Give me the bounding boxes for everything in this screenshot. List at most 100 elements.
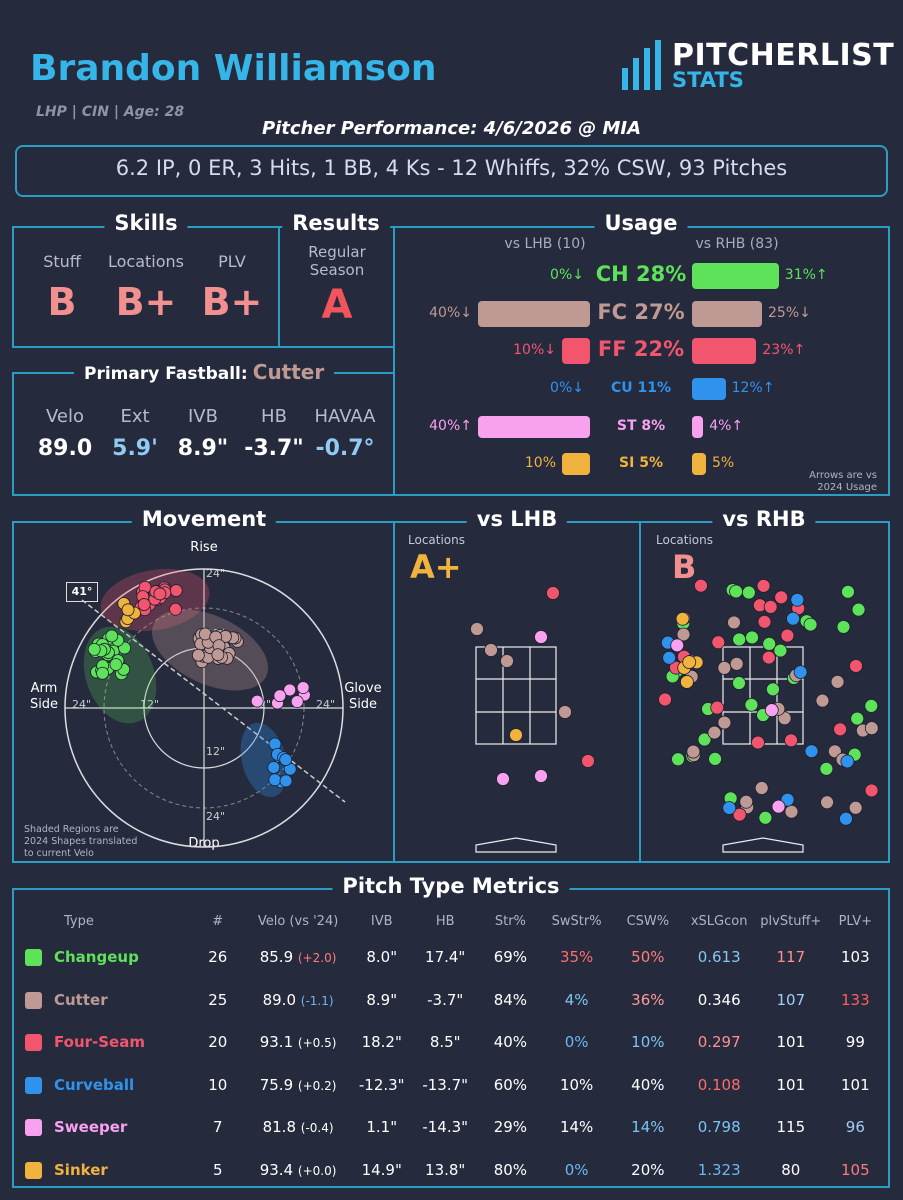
cell-str: 69% xyxy=(493,948,528,967)
lhb-point-ff xyxy=(581,754,595,768)
pitch-color-swatch xyxy=(25,991,42,1009)
rhb-point-ff xyxy=(658,692,672,707)
movement-point-cu xyxy=(279,774,293,788)
cell-type: Curveball xyxy=(24,1064,192,1107)
cell-count: 26 xyxy=(208,948,228,967)
cell-plv: 96 xyxy=(845,1118,865,1137)
skill-grade-stuff: B xyxy=(47,280,77,324)
usage-lhb-text: 40%↓ xyxy=(429,305,472,321)
fastball-type: Cutter xyxy=(252,360,325,384)
rhb-point-cu xyxy=(839,811,853,826)
lhb-points xyxy=(470,586,595,786)
cell-velo: 75.9 (+0.2) xyxy=(243,1064,353,1107)
cell-ivb: 14.9" xyxy=(361,1160,402,1179)
movement-note-line2: 2024 Shapes translated xyxy=(24,836,138,847)
fb-label-ext: Ext xyxy=(120,406,150,427)
rhb-point-ff xyxy=(833,722,848,737)
col-xslg: xSLGcon xyxy=(690,913,748,929)
skills-panel xyxy=(12,226,394,348)
cell-hb: -13.7" xyxy=(422,1075,469,1094)
pitch-color-swatch xyxy=(25,1119,42,1137)
arm-angle-line xyxy=(81,599,346,803)
rhb-points xyxy=(658,578,879,826)
rhb-point-fc xyxy=(754,781,769,795)
cell-str: 84% xyxy=(493,990,528,1009)
col-str: Str% xyxy=(494,913,526,929)
usage-label-st: ST 8% xyxy=(616,418,666,434)
rhb-point-cu xyxy=(786,611,800,626)
cell-str: 60% xyxy=(493,1075,528,1094)
cell-str: 40% xyxy=(493,1033,528,1052)
cell-plv: 103 xyxy=(841,948,870,967)
rhb-point-ff xyxy=(732,807,747,822)
metrics-table: Type # Velo (vs '24) IVB HB Str% SwStr% … xyxy=(24,906,884,1191)
logo-text: PITCHERLIST xyxy=(672,38,895,73)
usage-title: Usage xyxy=(594,211,688,235)
cell-hb: 8.5" xyxy=(429,1033,461,1052)
lhb-home-plate xyxy=(475,837,557,853)
lhb-point-fc xyxy=(558,705,572,719)
rhb-point-cu xyxy=(840,754,855,769)
cell-csw: 10% xyxy=(631,1033,665,1052)
cell-stuff: 115 xyxy=(776,1118,806,1137)
rhb-point-ch xyxy=(708,751,722,766)
usage-rhb-text: 23%↑ xyxy=(762,342,806,358)
rhb-point-ch xyxy=(671,752,685,767)
usage-lhb-bar xyxy=(478,416,590,438)
cell-velo: 85.9 (+2.0) xyxy=(243,936,353,979)
cell-velo: 93.4 (+0.0) xyxy=(243,1149,353,1192)
cell-ivb: 18.2" xyxy=(361,1033,402,1052)
usage-rhb-bar xyxy=(692,301,762,327)
col-ivb: IVB xyxy=(370,913,393,929)
cell-stuff: 101 xyxy=(776,1033,806,1052)
rhb-point-ch xyxy=(864,698,879,713)
col-count: # xyxy=(212,913,224,929)
skill-label-locations: Locations xyxy=(107,252,184,271)
velo-diff: (+2.0) xyxy=(297,951,337,966)
movement-point-ch xyxy=(105,629,119,643)
rhb-point-si xyxy=(675,611,690,626)
skill-label-stuff: Stuff xyxy=(43,252,81,271)
cell-xslg: 0.297 xyxy=(697,1033,741,1052)
movement-point-ff xyxy=(169,584,183,597)
movement-point-ff xyxy=(169,602,182,616)
usage-lhb-text: 40%↑ xyxy=(429,418,472,434)
movement-point-fc xyxy=(211,648,225,662)
cell-count: 7 xyxy=(212,1118,223,1137)
usage-rhb-bar xyxy=(692,263,779,289)
rhb-point-ch xyxy=(819,761,834,776)
rhb-point-ch xyxy=(741,585,756,600)
cell-stuff: 101 xyxy=(776,1075,806,1094)
rhb-point-fc xyxy=(676,627,691,642)
cell-csw: 14% xyxy=(631,1118,665,1137)
metrics-row: Changeup 26 85.9 (+2.0) 8.0" 17.4" 69% 35% 50% 0… xyxy=(24,936,884,979)
movement-point-st xyxy=(283,683,297,697)
velo-value: 85.9 xyxy=(259,948,298,967)
velo-diff: (-1.1) xyxy=(300,993,334,1008)
lhb-point-st xyxy=(496,772,510,786)
rhb-point-ch xyxy=(732,676,746,690)
rhb-point-fc xyxy=(717,715,732,730)
rhb-point-fc xyxy=(820,795,834,810)
skill-grade-plv: B+ xyxy=(201,280,263,324)
lhb-point-st xyxy=(534,630,548,644)
fb-value-velo: 89.0 xyxy=(37,436,93,461)
cell-count: 20 xyxy=(208,1033,228,1052)
velo-diff: (+0.2) xyxy=(297,1078,337,1093)
movement-point-fc xyxy=(191,648,205,662)
cell-plv: 101 xyxy=(841,1075,870,1094)
usage-label-fc: FC 27% xyxy=(597,300,685,324)
lhb-divider xyxy=(393,521,395,863)
rhb-divider xyxy=(639,521,641,863)
results-divider xyxy=(278,226,280,348)
glove-label-line1: Glove xyxy=(344,681,382,696)
results-title: Results xyxy=(282,211,390,235)
rhb-location-plot xyxy=(658,578,879,853)
fb-label-velo: Velo xyxy=(45,406,84,427)
rhb-point-fc xyxy=(815,693,830,708)
results-label-line1: Regular xyxy=(308,243,366,261)
usage-lhb-header: vs LHB (10) xyxy=(504,236,586,252)
cell-swstr: 35% xyxy=(559,948,594,967)
rhb-point-fc xyxy=(864,721,879,736)
movement-note-line3: to current Velo xyxy=(24,848,94,859)
